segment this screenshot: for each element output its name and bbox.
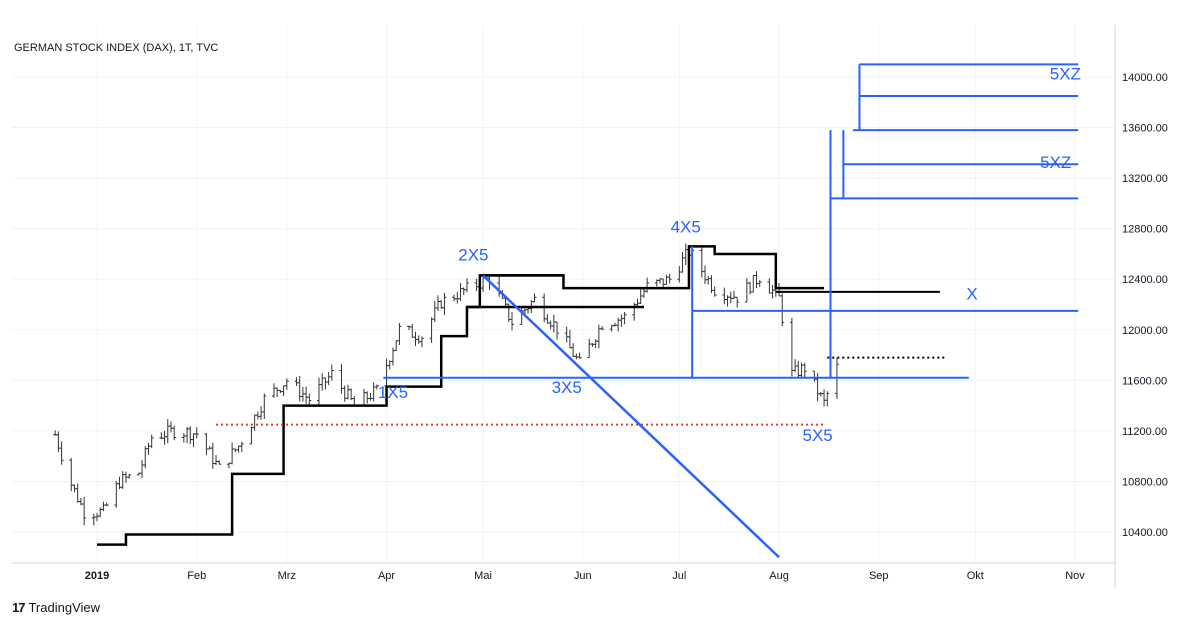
x-tick-label: Jun xyxy=(574,570,592,582)
price-series xyxy=(53,243,839,526)
y-tick-label: 14000.00 xyxy=(1122,72,1168,84)
annotation-label: 5XZ xyxy=(1040,153,1071,172)
y-tick-label: 12000.00 xyxy=(1122,325,1168,337)
time-axis: 2019 Feb Mrz Apr Mai Jun Jul Aug Sep Okt Nov xyxy=(85,570,1086,582)
y-tick-label: 10800.00 xyxy=(1122,476,1168,488)
annotation-label: 1X5 xyxy=(378,383,408,402)
x-tick-label: Sep xyxy=(869,570,889,582)
annotation-label: 5XZ xyxy=(1050,65,1081,84)
y-tick-label: 11600.00 xyxy=(1122,375,1167,387)
y-tick-label: 11200.00 xyxy=(1122,426,1167,438)
branding-text: TradingView xyxy=(28,600,101,615)
x-tick-label: Aug xyxy=(769,570,789,582)
annotation-label: 3X5 xyxy=(552,378,582,397)
annotation-label: 2X5 xyxy=(458,245,488,264)
x-tick-label: Okt xyxy=(967,570,984,582)
tradingview-branding[interactable]: 17 TradingView xyxy=(12,600,100,615)
x-tick-label: Apr xyxy=(378,570,395,582)
x-tick-label: Nov xyxy=(1065,570,1085,582)
annotation-label: 5X5 xyxy=(803,426,833,445)
y-tick-label: 13600.00 xyxy=(1122,123,1168,135)
x-tick-label: 2019 xyxy=(85,570,109,582)
x-tick-label: Jul xyxy=(672,570,686,582)
chart-title: GERMAN STOCK INDEX (DAX), 1T, TVC xyxy=(14,42,218,54)
step-line xyxy=(97,245,825,546)
x-tick-label: Feb xyxy=(187,570,206,582)
grid xyxy=(12,25,1115,563)
annotation-label: 4X5 xyxy=(671,217,701,236)
trend-line xyxy=(482,274,780,559)
x-tick-label: Mrz xyxy=(278,570,296,582)
y-tick-label: 13200.00 xyxy=(1122,173,1168,185)
price-axis: 10400.00 10800.00 11200.00 11600.00 12000.00… xyxy=(1122,72,1168,539)
y-tick-label: 12800.00 xyxy=(1122,224,1168,236)
annotation-labels: 1X5 2X5 3X5 4X5 5X5 X 5XZ 5XZ xyxy=(378,65,1081,445)
tradingview-logo-icon: 17 xyxy=(12,600,26,615)
y-tick-label: 10400.00 xyxy=(1122,527,1168,539)
annotation-label: X xyxy=(966,284,977,303)
y-tick-label: 12400.00 xyxy=(1122,274,1168,286)
x-tick-label: Mai xyxy=(474,570,492,582)
drawings xyxy=(97,63,1079,559)
